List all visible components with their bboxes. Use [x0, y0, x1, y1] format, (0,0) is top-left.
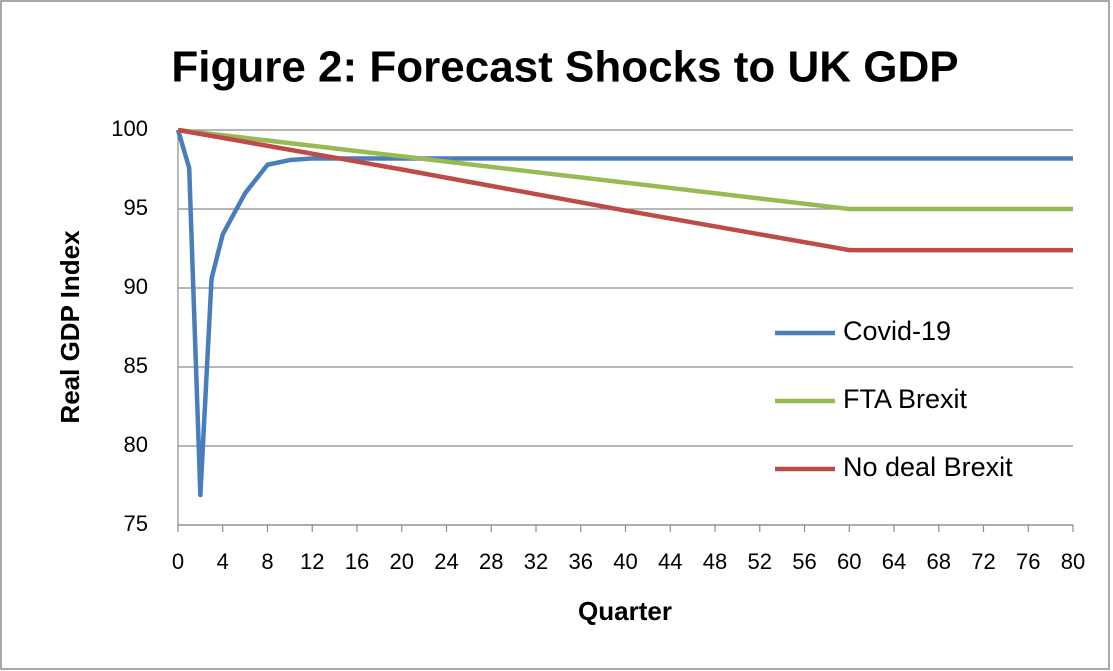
x-tick-label: 8	[261, 549, 273, 574]
x-tick-label: 80	[1061, 549, 1085, 574]
x-tick-label: 52	[748, 549, 772, 574]
y-tick-label: 90	[124, 274, 148, 299]
x-tick-label: 56	[792, 549, 816, 574]
x-tick-label: 48	[703, 549, 727, 574]
x-tick-label: 64	[882, 549, 906, 574]
y-axis-label: Real GDP Index	[55, 230, 85, 424]
y-tick-label: 85	[124, 353, 148, 378]
y-tick-label: 95	[124, 195, 148, 220]
x-tick-label: 32	[524, 549, 548, 574]
x-tick-label: 0	[172, 549, 184, 574]
x-tick-label: 28	[479, 549, 503, 574]
x-tick-label: 24	[434, 549, 458, 574]
line	[177, 127, 1073, 212]
x-tick-label: 40	[613, 549, 637, 574]
y-tick-label: 80	[124, 432, 148, 457]
x-tick-label: 44	[658, 549, 682, 574]
x-tick-label: 76	[1016, 549, 1040, 574]
legend-label: FTA Brexit	[843, 384, 968, 414]
legend-label: No deal Brexit	[843, 452, 1013, 482]
line	[177, 127, 1073, 253]
x-tick-label: 20	[390, 549, 414, 574]
x-tick-label: 16	[345, 549, 369, 574]
x-tick-label: 60	[837, 549, 861, 574]
chart-title: Figure 2: Forecast Shocks to UK GDP	[171, 43, 958, 92]
x-tick-label: 68	[927, 549, 951, 574]
x-tick-label: 36	[569, 549, 593, 574]
x-tick-label: 72	[971, 549, 995, 574]
x-tick-label: 4	[217, 549, 229, 574]
line	[175, 129, 1073, 498]
x-tick-label: 12	[300, 549, 324, 574]
x-axis-label: Quarter	[578, 596, 672, 626]
y-tick-label: 75	[124, 511, 148, 536]
legend-label: Covid-19	[843, 316, 951, 346]
y-tick-label: 100	[111, 116, 148, 141]
